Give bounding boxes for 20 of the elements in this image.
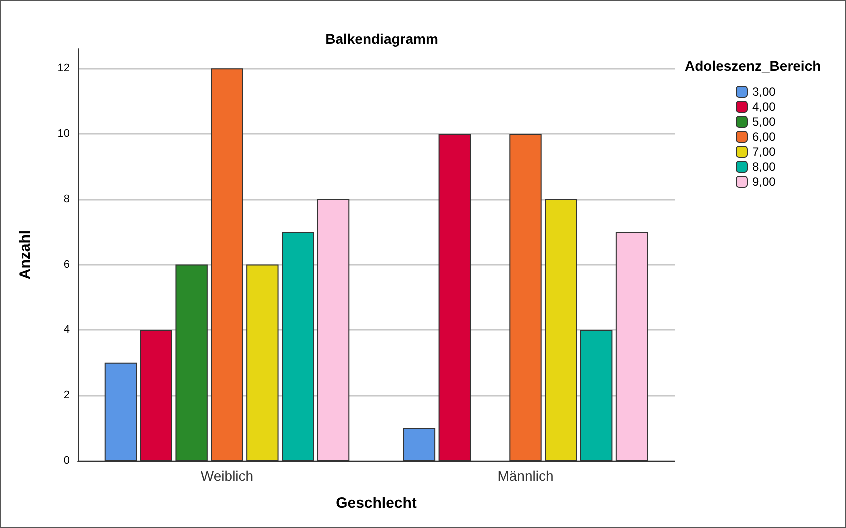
x-axis-title: Geschlecht [336,495,417,512]
legend-title: Adoleszenz_Bereich [685,58,822,74]
legend-label: 5,00 [752,115,776,129]
legend-label: 8,00 [752,160,776,174]
y-tick-label: 10 [58,128,70,140]
x-tick-label: Männlich [498,468,554,484]
y-tick-label: 12 [58,62,70,75]
legend-label: 3,00 [752,85,776,99]
y-tick-label: 4 [64,324,70,336]
x-tick-label: Weiblich [200,468,254,484]
legend-label: 9,00 [752,175,776,189]
y-tick-label: 2 [64,390,70,402]
y-tick-label: 6 [64,258,70,271]
legend-label: 7,00 [752,145,776,159]
legend-label: 4,00 [752,100,776,114]
legend-label: 6,00 [752,130,776,144]
y-tick-label: 0 [64,455,70,467]
chart-title: Balkendiagramm [326,31,438,47]
y-tick-label: 8 [64,193,70,206]
y-axis-title: Anzahl [17,230,34,280]
